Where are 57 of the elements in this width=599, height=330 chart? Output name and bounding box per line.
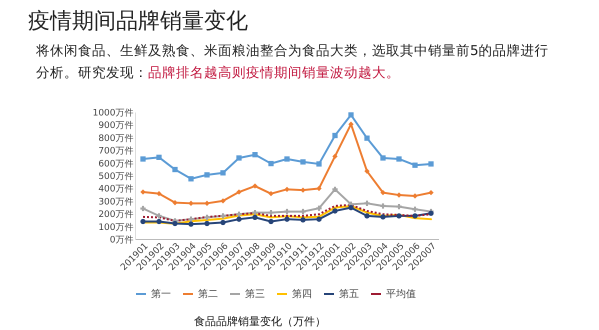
point (364, 136, 370, 141)
point (396, 213, 402, 219)
point (252, 214, 258, 220)
point (220, 213, 226, 219)
point (236, 212, 242, 217)
point (364, 200, 370, 206)
legend-label: 第四 (292, 288, 312, 300)
point (204, 220, 210, 226)
legend-label: 第三 (245, 288, 265, 300)
y-tick-label: 600万件 (98, 158, 134, 170)
point (252, 152, 258, 158)
y-tick-label: 100万件 (98, 222, 134, 233)
point (268, 218, 274, 224)
y-tick-label: 400万件 (98, 184, 134, 195)
point (156, 154, 162, 160)
y-tick-label: 0万件 (110, 234, 134, 246)
point (188, 176, 194, 182)
point (220, 220, 226, 226)
y-tick-label: 1000万件 (92, 108, 134, 118)
point (332, 208, 338, 214)
point (412, 162, 418, 168)
legend-label: 第二 (198, 288, 218, 300)
x-axis-title: 食品品牌销量变化（万件） (193, 314, 327, 329)
point (412, 206, 418, 212)
chart-title: 疫情期间品牌销量变化 (28, 8, 248, 36)
point (412, 213, 418, 219)
point (140, 218, 146, 224)
y-tick-label: 900万件 (98, 120, 134, 132)
point (348, 204, 354, 210)
point (316, 216, 322, 222)
point (220, 170, 226, 176)
y-tick-label: 300万件 (98, 196, 134, 208)
point (332, 186, 338, 192)
point (204, 172, 210, 178)
point (220, 198, 226, 204)
point (396, 204, 402, 210)
text: 品牌排名越高则疫情期间销量波动越大。 (148, 65, 400, 81)
y-tick-label: 700万件 (98, 146, 134, 157)
point (364, 213, 370, 219)
point (156, 213, 162, 219)
point (172, 220, 178, 226)
point (428, 190, 434, 196)
legend-label: 第一 (151, 288, 171, 300)
point (236, 189, 242, 195)
legend-label: 平均值 (386, 288, 416, 300)
point (380, 214, 386, 220)
point (236, 216, 242, 222)
point (188, 222, 194, 227)
point (252, 183, 258, 189)
legend-label: 第五 (339, 288, 359, 300)
y-tick-label: 500万件 (98, 171, 134, 182)
point (300, 217, 306, 222)
point (284, 216, 290, 222)
point (156, 218, 162, 224)
y-tick-label: 800万件 (98, 132, 134, 144)
point (316, 206, 322, 211)
y-tick-label: 200万件 (98, 209, 134, 220)
